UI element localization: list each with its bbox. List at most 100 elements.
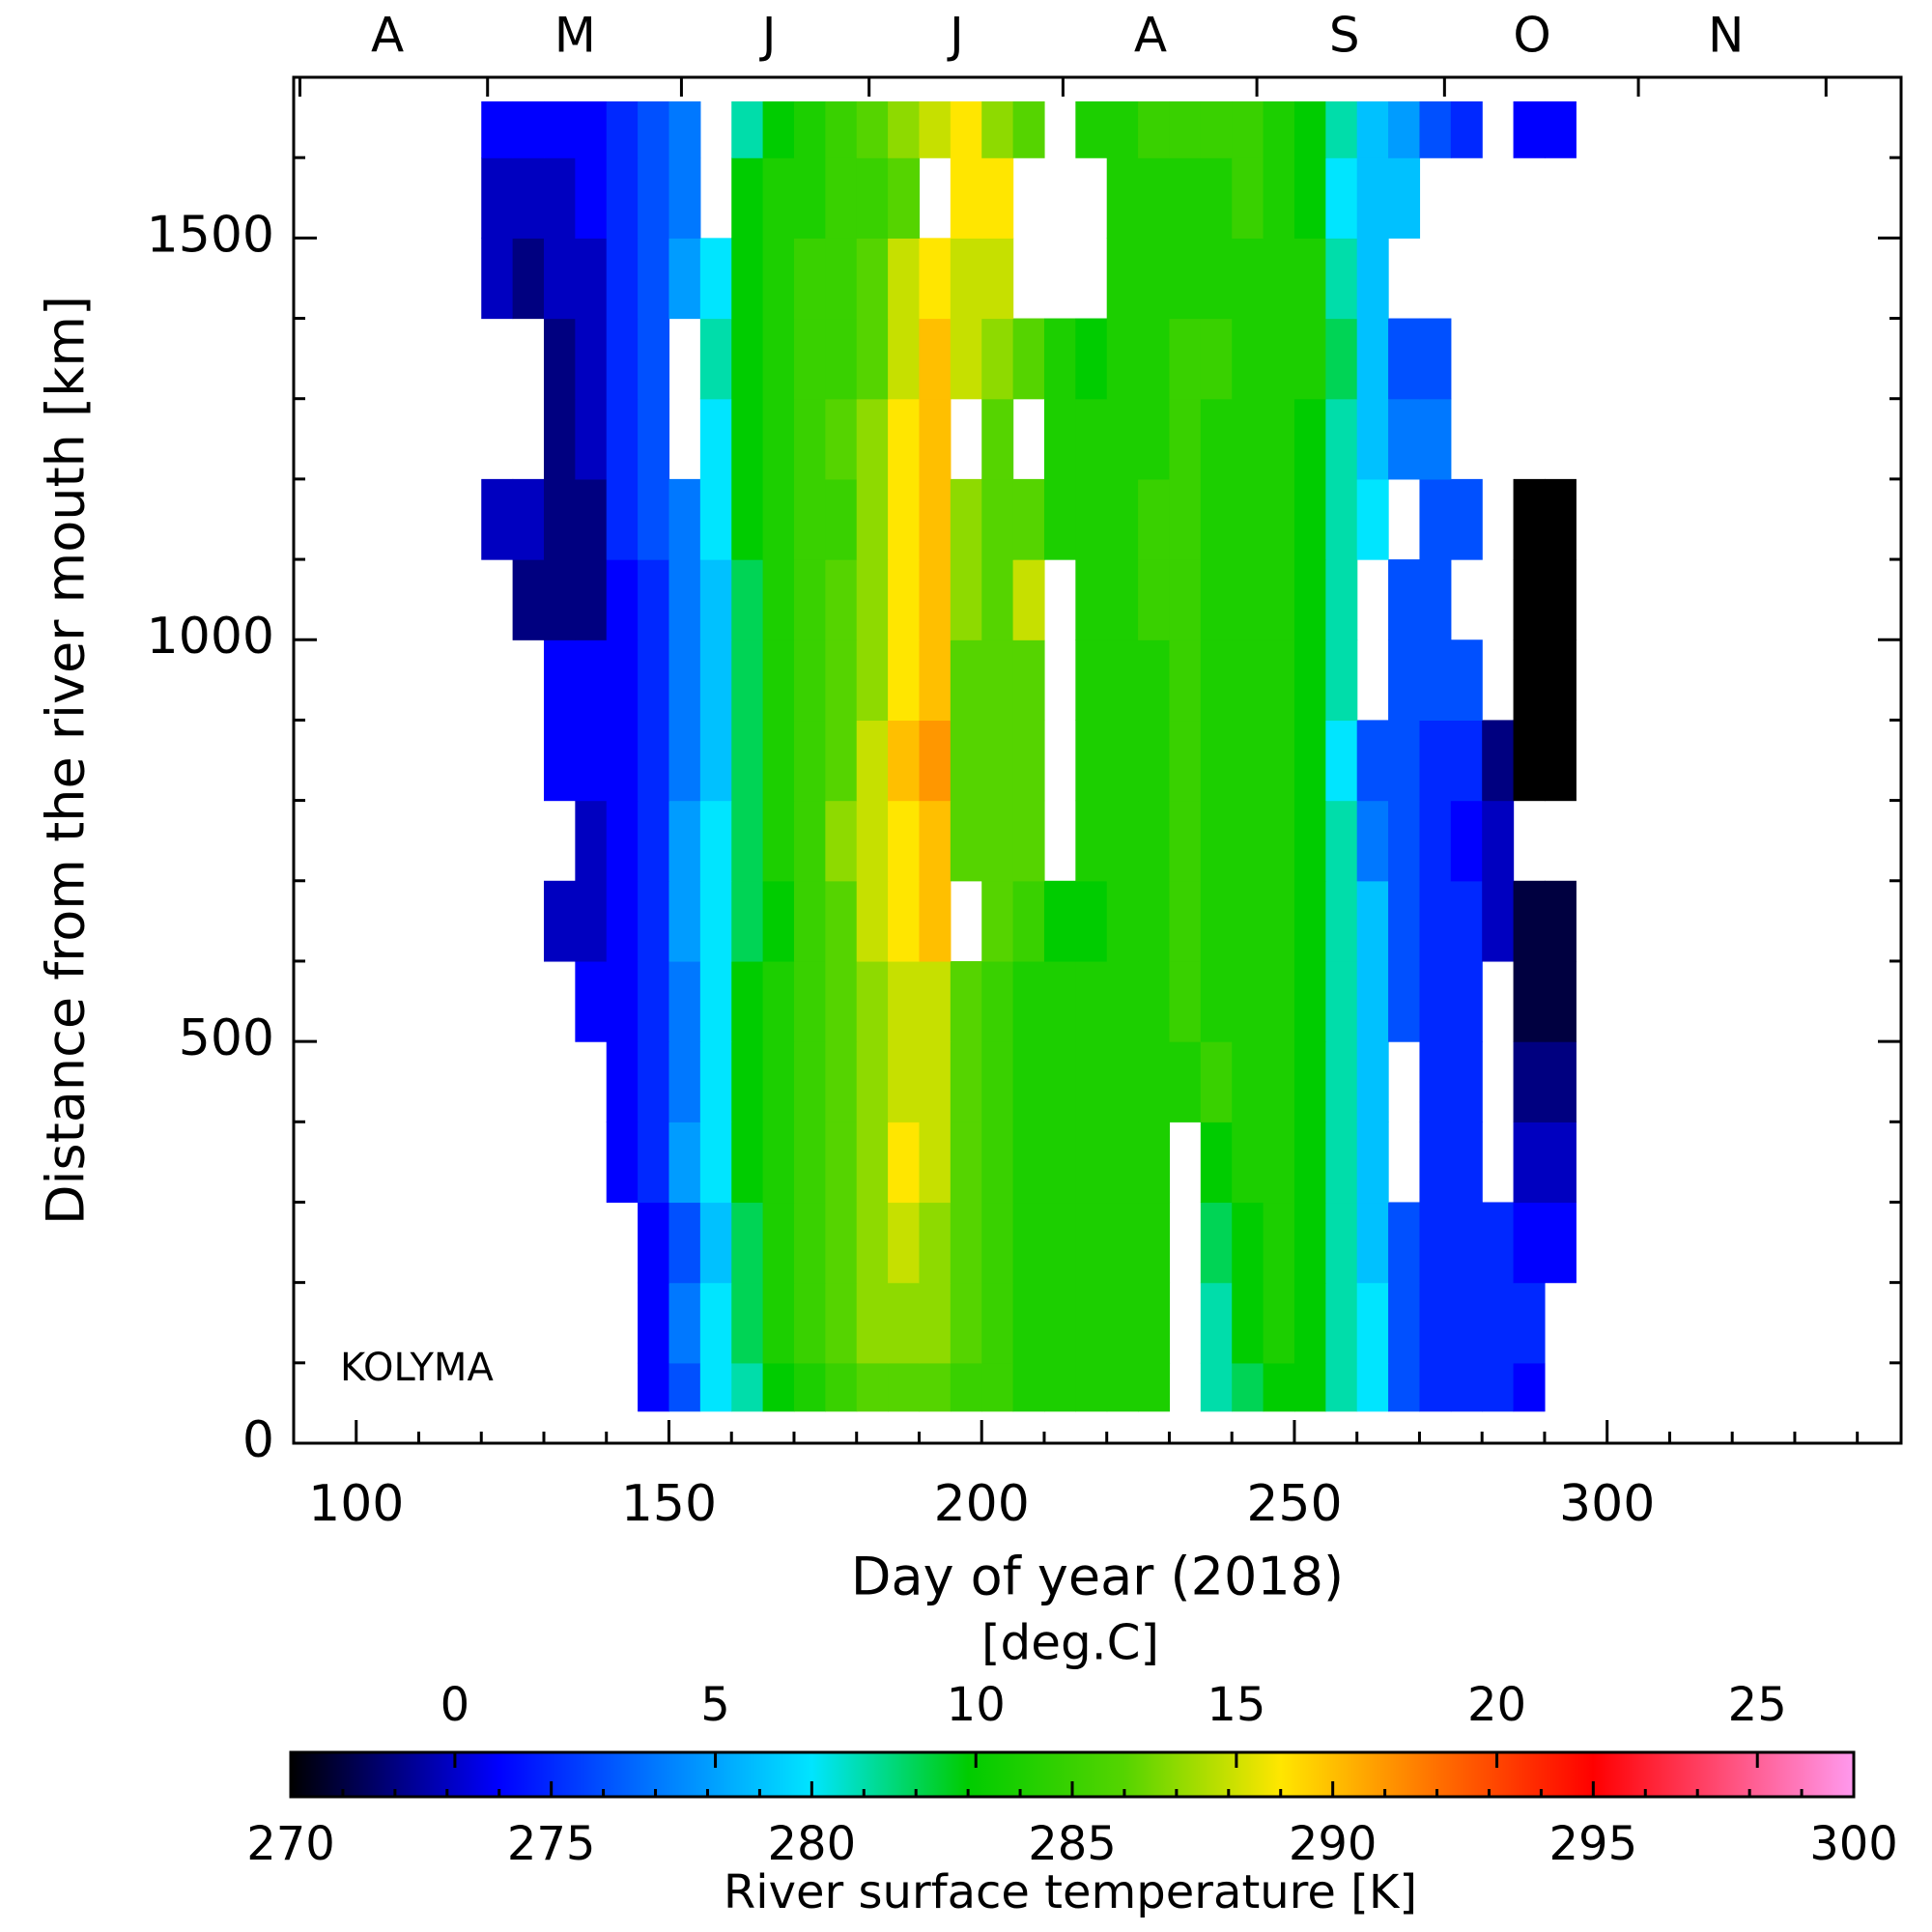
cell [668,1202,701,1284]
cell [1325,157,1358,239]
cell [825,559,858,640]
cell [575,398,608,480]
cell [762,478,795,560]
month-label: S [1329,8,1360,64]
cell [1263,1362,1295,1412]
cell [1232,398,1264,480]
cell [1138,800,1171,882]
colorbar-top-tick-label: 5 [700,1678,730,1732]
cell [699,1202,732,1284]
cell [888,318,921,400]
cell [1232,1202,1264,1284]
cell [1293,720,1326,802]
cell [1356,398,1389,480]
colorbar-tick-label: 275 [507,1817,596,1871]
cell [919,1122,952,1204]
cell [1293,960,1326,1042]
cell [1232,318,1264,400]
cell [1263,398,1295,480]
cell [1263,238,1295,320]
month-label: J [947,8,964,64]
cell [856,960,889,1042]
cell [1232,559,1264,640]
cell [888,1202,921,1284]
cell [1325,100,1358,158]
cell [1169,880,1202,962]
cell [512,559,545,640]
cell [731,1282,764,1364]
cell [1544,960,1577,1042]
cell [1450,720,1483,802]
cell [638,559,670,640]
cell [1263,880,1295,962]
cell [1232,100,1264,158]
cell [606,880,639,962]
cell [825,478,858,560]
cell [481,100,514,158]
cell [638,960,670,1042]
cell [1232,157,1264,239]
cell [1169,478,1202,560]
cell [1043,1362,1076,1412]
cell [606,1041,639,1122]
cell [668,639,701,722]
cell [1356,1282,1389,1364]
cell [668,1041,701,1122]
cell [1388,1202,1421,1284]
cell [1263,1202,1295,1284]
x-tick-label: 300 [1559,1475,1655,1533]
cell [950,238,982,320]
cell [699,960,732,1042]
cell [1293,100,1326,158]
cell [1388,1362,1421,1412]
cell [1544,720,1577,802]
cell [825,1122,858,1204]
cell [1200,398,1233,480]
x-axis-label: Day of year (2018) [851,1547,1344,1607]
cell [1263,1122,1295,1204]
colorbar-label: River surface temperature [K] [724,1865,1417,1919]
cell [1544,1202,1577,1284]
cell [606,639,639,722]
cell [1450,1362,1483,1412]
cell [793,1041,826,1122]
cell [1513,478,1546,560]
cell [731,1362,764,1412]
cell [1544,1041,1577,1122]
cell [1293,1122,1326,1204]
cell [762,1122,795,1204]
cell [731,880,764,962]
cell [1200,559,1233,640]
cell [981,1202,1014,1284]
annotation: KOLYMA [340,1346,494,1390]
cell [1450,1282,1483,1364]
cell [1200,1202,1233,1284]
cell [731,639,764,722]
cell [731,238,764,320]
cell [1232,960,1264,1042]
cell [762,559,795,640]
cell [856,398,889,480]
cell [1263,960,1295,1042]
cell [1232,478,1264,560]
cell [1293,1202,1326,1284]
month-label: J [759,8,777,64]
cell [1232,1122,1264,1204]
cell [1106,1362,1139,1412]
cell [575,800,608,882]
cell [762,880,795,962]
cell [1419,880,1452,962]
cell [1200,800,1233,882]
cell [1075,1041,1108,1122]
cell [793,800,826,882]
cell [919,1282,952,1364]
cell [1325,478,1358,560]
month-label: M [554,8,596,64]
cell [1169,800,1202,882]
cell [981,318,1014,400]
cell [1513,1282,1546,1364]
cell [856,1362,889,1412]
cell [762,639,795,722]
cell [1450,100,1483,158]
cell [606,720,639,802]
